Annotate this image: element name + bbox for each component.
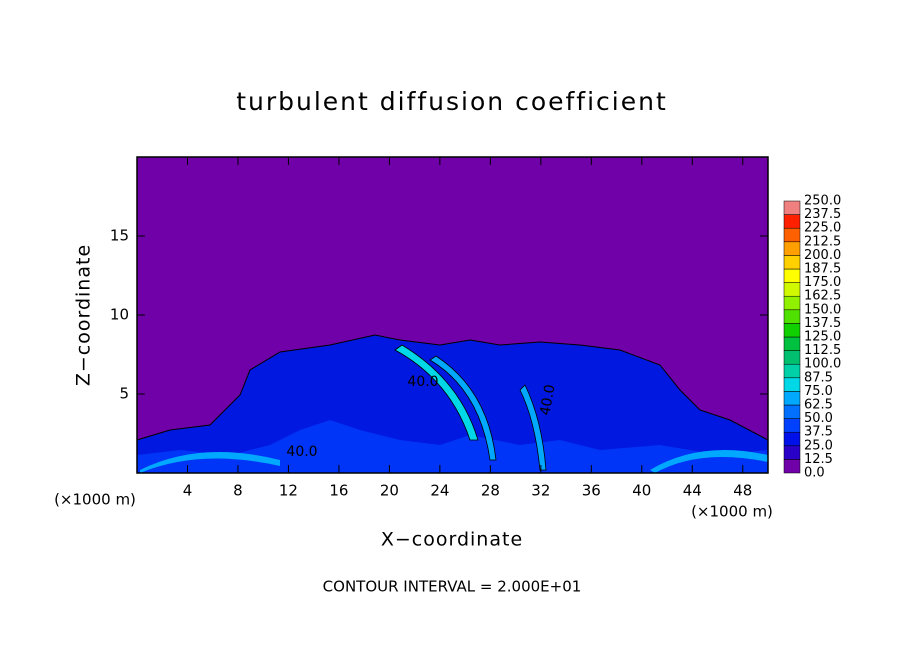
colorbar-label: 225.0 [804,221,841,236]
x-tick-label: 32 [531,482,550,500]
colorbar-cell [783,214,801,229]
x-tick-label: 40 [632,482,651,500]
x-axis-label: X−coordinate [381,529,523,551]
colorbar-label: 237.5 [804,207,841,222]
colorbar-cell [783,431,801,447]
colorbar-cell [783,241,801,256]
colorbar-label: 100.0 [804,357,841,372]
contour-label: 40.0 [286,444,317,460]
x-tick-label: 20 [380,482,399,500]
colorbar-cell [783,445,801,460]
colorbar-label: 50.0 [804,411,833,426]
x-tick-label: 8 [233,482,243,500]
colorbar-cell [783,350,801,365]
x-tick-label: 36 [582,482,601,500]
colorbar-label: 37.5 [804,425,833,440]
colorbar-cell [783,363,801,379]
x-tick-label: 24 [430,482,449,500]
colorbar-label: 112.5 [804,343,841,358]
x-tick-label: 48 [733,482,752,500]
colorbar-label: 125.0 [804,330,841,345]
colorbar-cell [783,323,801,338]
colorbar-label: 87.5 [804,370,833,385]
contour-label: 40.0 [407,374,438,390]
colorbar-cell [783,309,801,324]
colorbar-label: 175.0 [804,275,841,290]
colorbar-label: 137.5 [804,316,841,331]
x-tick-label: 28 [481,482,500,500]
y-axis-label: Z−coordinate [73,244,95,386]
unit-label: (×1000 m) [691,503,773,521]
colorbar-label: 12.5 [804,452,833,467]
colorbar-label: 200.0 [804,248,841,263]
field [136,157,769,474]
colorbar-label: 0.0 [804,466,825,481]
colorbar-cell [783,391,801,406]
field-streak [394,344,479,441]
colorbar-cell [783,255,801,270]
footnote: CONTOUR INTERVAL = 2.000E+01 [323,578,582,596]
colorbar-label: 150.0 [804,302,841,317]
colorbar-label: 187.5 [804,262,841,277]
colorbar-cell [783,282,801,297]
colorbar-label: 25.0 [804,438,833,453]
colorbar-label: 75.0 [804,384,833,399]
colorbar-cell [783,404,801,419]
colorbar-label: 162.5 [804,289,841,304]
colorbar-cell [783,336,801,351]
y-tick-label: 10 [110,306,129,324]
field-region [137,420,768,473]
x-tick-label: 12 [279,482,298,500]
field-streak [140,452,280,473]
colorbar-label: 62.5 [804,398,833,413]
colorbar-cell [783,268,801,283]
colorbar-cell [783,418,801,433]
chart-title: turbulent diffusion coefficient [236,87,668,116]
colorbar-cell [783,459,801,474]
colorbar-cell [783,295,801,311]
field-streak [429,355,497,461]
contour-label: 40.0 [537,383,558,416]
unit-label: (×1000 m) [54,491,136,509]
field-streak [650,450,768,473]
colorbar-cell [783,200,801,215]
y-tick-label: 15 [110,227,129,245]
field-streak [519,384,547,471]
x-tick-label: 44 [683,482,702,500]
colorbar-cell [783,377,801,392]
x-tick-label: 4 [183,482,193,500]
colorbar-label: 250.0 [804,194,841,209]
y-tick-label: 5 [119,385,129,403]
colorbar-cell [783,227,801,243]
colorbar-label: 212.5 [804,234,841,249]
x-tick-label: 16 [329,482,348,500]
